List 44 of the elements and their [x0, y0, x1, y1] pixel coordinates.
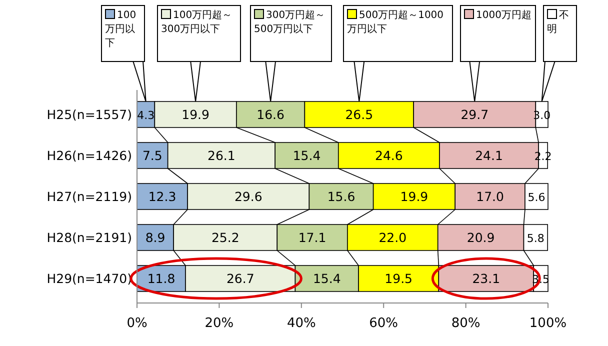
data-label: 15.4 — [312, 271, 341, 286]
data-label: 26.7 — [226, 271, 254, 286]
data-label: 29.7 — [460, 107, 489, 122]
data-label: 8.9 — [145, 230, 166, 245]
legend-label: 500万円超～1000万円以下 — [343, 5, 453, 62]
y-tick-label: H25(n=1557) — [46, 107, 132, 122]
data-label: 29.6 — [234, 189, 262, 204]
legend-label: 100万円以下 — [101, 5, 145, 62]
data-label: 17.0 — [476, 189, 504, 204]
y-tick-label: H29(n=1470) — [46, 271, 132, 286]
legend-label: 100万円超～300万円以下 — [157, 5, 241, 62]
y-tick-label: H27(n=2119) — [46, 189, 132, 204]
legend-label: 不明 — [543, 5, 577, 62]
data-label: 19.9 — [182, 107, 210, 122]
x-tick-label: 40% — [286, 316, 316, 331]
data-label: 11.8 — [147, 271, 176, 286]
y-tick-label: H26(n=1426) — [46, 148, 132, 163]
data-label: 25.2 — [211, 230, 240, 245]
data-label: 26.5 — [345, 107, 374, 122]
data-label: 19.9 — [400, 189, 428, 204]
data-label: 5.8 — [526, 232, 544, 245]
data-label: 16.6 — [256, 107, 285, 122]
legend-label: 300万円超～500万円以下 — [250, 5, 332, 62]
data-label: 24.1 — [475, 148, 503, 163]
x-tick-label: 20% — [204, 316, 234, 331]
data-label: 22.0 — [378, 230, 407, 245]
data-label: 19.5 — [384, 271, 413, 286]
data-label: 12.3 — [148, 189, 176, 204]
data-label: 20.9 — [466, 230, 495, 245]
data-label: 7.5 — [142, 148, 162, 163]
x-tick-label: 100% — [529, 316, 567, 331]
data-label: 15.6 — [327, 189, 356, 204]
data-label: 17.1 — [298, 230, 326, 245]
legend-label: 1000万円超 — [460, 5, 536, 62]
data-label: 23.1 — [472, 271, 500, 286]
data-label: 4.3 — [137, 109, 155, 122]
x-tick-label: 80% — [451, 316, 480, 331]
x-tick-label: 60% — [369, 316, 398, 331]
y-tick-label: H28(n=2191) — [46, 230, 132, 245]
data-label: 26.1 — [208, 148, 236, 163]
data-label: 5.6 — [528, 191, 546, 204]
data-label: 15.4 — [292, 148, 321, 163]
x-tick-label: 0% — [126, 316, 148, 331]
data-label: 24.6 — [375, 148, 403, 163]
